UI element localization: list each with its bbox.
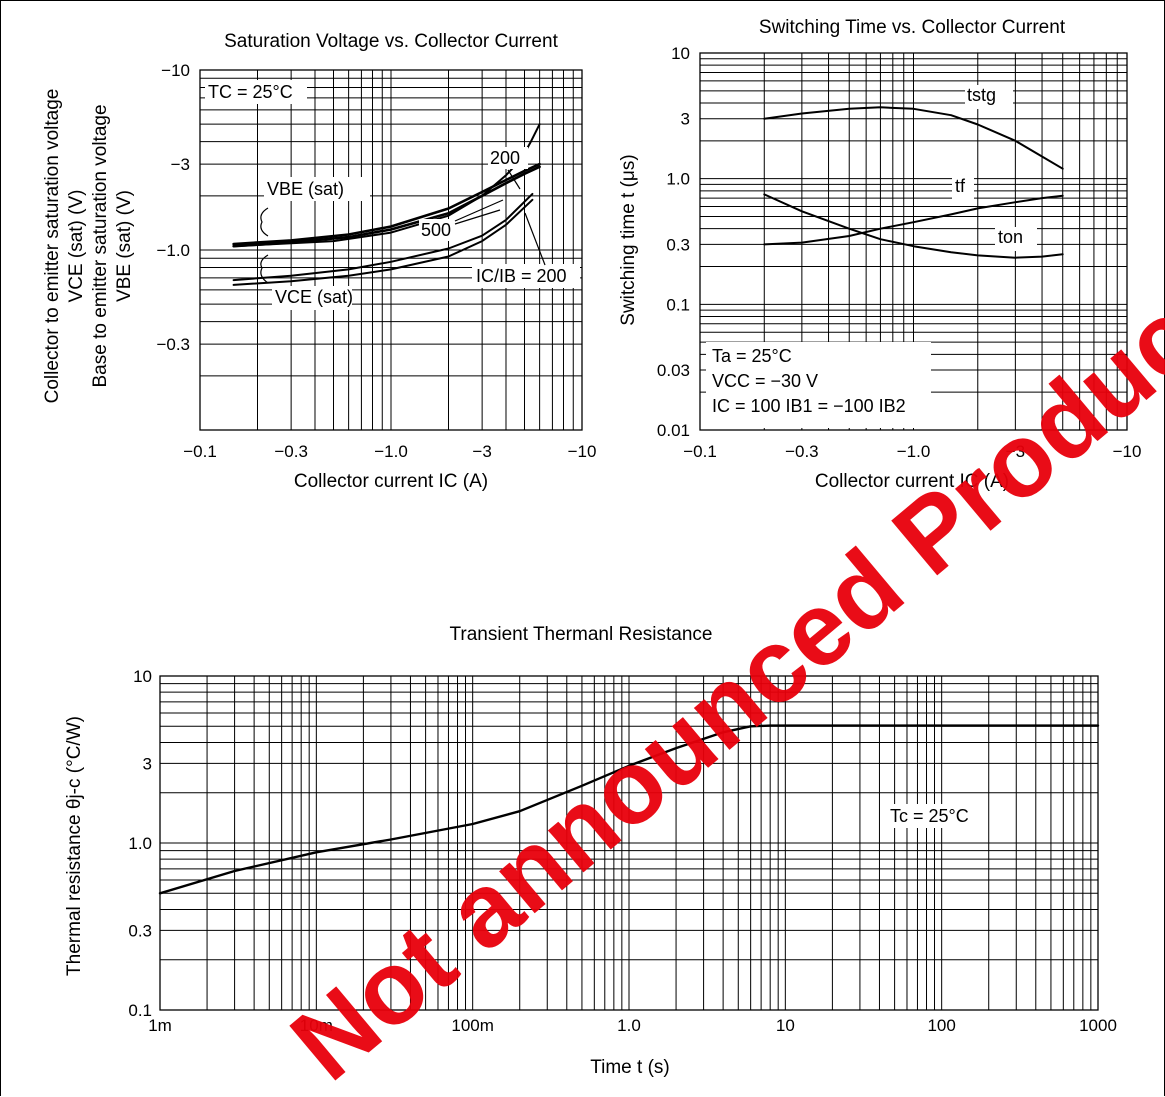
y-tick-label: −10 (161, 61, 190, 80)
switching-time-chart: −0.1 −0.3 −1.0 −3 −10 0.01 0.03 0.1 0.3 1.0 3 10 Sw… (618, 17, 1141, 492)
tf-label: tf (955, 176, 966, 196)
y-tick-label: 0.3 (128, 921, 152, 940)
switching-xlabel: Collector current IC (A) (815, 471, 1009, 492)
plot-border (199, 69, 583, 431)
y-tick-label: 10 (133, 667, 152, 686)
x-tick-label: −0.1 (683, 442, 717, 461)
leader-200 (507, 169, 521, 190)
vbe-brace (260, 207, 269, 237)
switching-title: Switching Time vs. Collector Current (759, 17, 1066, 38)
label-500-bg (419, 219, 461, 241)
ton-label-bg (995, 227, 1037, 251)
x-tick-label: 10 (776, 1016, 795, 1035)
y-tick-label: 3 (143, 754, 152, 773)
icib-label: IC/IB = 200 (476, 266, 567, 286)
vbe-label: VBE (sat) (267, 179, 344, 199)
label-200: 200 (490, 148, 520, 168)
icib-label-bg (472, 264, 580, 288)
saturation-voltage-chart: −0.1 −0.3 −1.0 −3 −10 −0.3 −1.0 −3 −10 Saturatio… (42, 31, 596, 492)
thermal-tick-labels: 1m 10m 100m 1.0 10 100 1000 0.1 0.3 1.0 3 10 (128, 667, 1117, 1035)
thermal-xlabel: Time t (s) (590, 1057, 670, 1078)
thermal-tc-label: Tc = 25°C (890, 806, 969, 826)
y-tick-label: 0.1 (666, 295, 690, 314)
label-500: 500 (421, 220, 451, 240)
conditions-bg (706, 342, 931, 428)
series-line (763, 193, 1064, 259)
x-tick-label: −1.0 (374, 442, 408, 461)
x-tick-label: 1000 (1079, 1016, 1117, 1035)
vbe-label-bg (264, 177, 370, 201)
x-tick-label: −3 (472, 442, 491, 461)
saturation-tick-labels: −0.1 −0.3 −1.0 −3 −10 −0.3 −1.0 −3 −10 (156, 61, 596, 461)
leader-500a (454, 199, 504, 222)
cond-vcc: VCC = −30 V (712, 371, 818, 391)
ton-label: ton (998, 227, 1023, 247)
leader-500b (454, 209, 501, 225)
series-line (763, 194, 1064, 246)
saturation-ylabel-4: VBE (sat) (V) (114, 190, 135, 302)
series-line (232, 162, 541, 246)
series-line (232, 198, 534, 286)
thermal-grid (159, 675, 1099, 1011)
switching-ylabel: Switching time t (μs) (618, 154, 639, 325)
x-tick-label: −10 (568, 442, 597, 461)
tf-label-bg (952, 175, 974, 199)
thermal-title: Transient Thermanl Resistance (450, 624, 713, 645)
vce-label: VCE (sat) (275, 287, 353, 307)
y-tick-label: −3 (171, 155, 190, 174)
label-200-bg (488, 147, 528, 169)
thermal-tc-bg (886, 804, 978, 828)
y-tick-label: 0.01 (657, 421, 690, 440)
x-tick-label: −0.1 (183, 442, 217, 461)
saturation-ylabel-2: VCE (sat) (V) (66, 190, 87, 303)
y-tick-label: −0.3 (156, 335, 190, 354)
y-tick-label: 3 (681, 110, 690, 129)
x-tick-label: 100m (451, 1016, 494, 1035)
series-line (158, 724, 1100, 895)
tc-label: TC = 25°C (208, 82, 293, 102)
cond-ta: Ta = 25°C (712, 346, 792, 366)
saturation-grid (199, 69, 583, 431)
x-tick-label: 100 (927, 1016, 955, 1035)
y-tick-label: 1.0 (128, 834, 152, 853)
tc-label-bg (205, 80, 307, 104)
cond-ic: IC = 100 IB1 = −100 IB2 (712, 396, 906, 416)
series-line (232, 165, 541, 248)
x-tick-label: −0.3 (785, 442, 819, 461)
switching-series (763, 106, 1064, 259)
saturation-ylabel-3: Base to emitter saturation voltage (90, 104, 111, 387)
vce-label-bg (272, 286, 352, 310)
saturation-ylabel-1: Collector to emitter saturation voltage (42, 89, 63, 404)
plot-border (699, 52, 1128, 431)
x-tick-label: −1.0 (897, 442, 931, 461)
leader-icib (524, 212, 546, 266)
series-line (232, 192, 534, 282)
plot-border (159, 675, 1099, 1011)
series-line (763, 106, 1064, 170)
tstg-label: tstg (967, 85, 996, 105)
x-tick-label: 10m (300, 1016, 333, 1035)
saturation-title: Saturation Voltage vs. Collector Current (224, 31, 558, 52)
y-tick-label: 0.1 (128, 1001, 152, 1020)
y-tick-label: 0.3 (666, 235, 690, 254)
tstg-label-bg (965, 85, 1013, 109)
switching-tick-labels: −0.1 −0.3 −1.0 −3 −10 0.01 0.03 0.1 0.3 1.0 3 10 (657, 44, 1142, 461)
y-tick-label: 1.0 (666, 170, 690, 189)
y-tick-label: 10 (671, 44, 690, 63)
vce-brace (260, 254, 269, 284)
thermal-series (158, 724, 1100, 895)
y-tick-label: −1.0 (156, 241, 190, 260)
saturation-xlabel: Collector current IC (A) (294, 471, 488, 492)
x-tick-label: 1m (148, 1016, 172, 1035)
x-tick-label: −3 (1006, 442, 1025, 461)
y-tick-label: 0.03 (657, 361, 690, 380)
x-tick-label: −10 (1113, 442, 1142, 461)
thermal-resistance-chart: 1m 10m 100m 1.0 10 100 1000 0.1 0.3 1.0 3 10 Transi… (64, 624, 1117, 1078)
thermal-ylabel: Thermal resistance θj-c (°C/W) (64, 716, 85, 976)
x-tick-label: 1.0 (617, 1016, 641, 1035)
x-tick-label: −0.3 (274, 442, 308, 461)
